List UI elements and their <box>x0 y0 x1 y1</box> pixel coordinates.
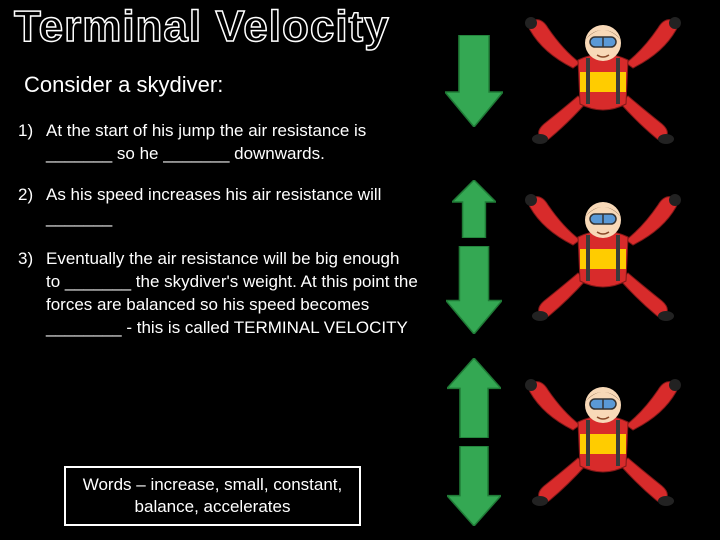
arrow-down-icon <box>446 246 502 334</box>
item-number: 3) <box>18 248 46 340</box>
illustration-column <box>442 8 702 528</box>
arrow-down-icon <box>445 35 503 127</box>
word-bank: Words – increase, small, constant, balan… <box>64 466 361 526</box>
arrow-up-icon <box>452 180 496 238</box>
item-number: 2) <box>18 184 46 230</box>
item-text: At the start of his jump the air resista… <box>46 120 418 166</box>
force-arrows <box>442 180 506 334</box>
arrow-down-icon <box>447 446 501 526</box>
force-arrows <box>442 35 506 127</box>
force-arrows <box>442 358 506 526</box>
question-list: 1) At the start of his jump the air resi… <box>18 120 418 358</box>
subtitle: Consider a skydiver: <box>24 72 223 98</box>
skydiver-icon <box>518 185 688 330</box>
item-text: As his speed increases his air resistanc… <box>46 184 418 230</box>
item-text: Eventually the air resistance will be bi… <box>46 248 418 340</box>
skydiver-icon <box>518 370 688 515</box>
diagram-stage-2 <box>442 180 702 334</box>
arrow-up-icon <box>447 358 501 438</box>
list-item: 3) Eventually the air resistance will be… <box>18 248 418 340</box>
diagram-stage-3 <box>442 358 702 526</box>
list-item: 2) As his speed increases his air resist… <box>18 184 418 230</box>
skydiver-icon <box>518 8 688 153</box>
page-title: Terminal Velocity <box>14 2 390 52</box>
list-item: 1) At the start of his jump the air resi… <box>18 120 418 166</box>
diagram-stage-1 <box>442 8 702 153</box>
item-number: 1) <box>18 120 46 166</box>
